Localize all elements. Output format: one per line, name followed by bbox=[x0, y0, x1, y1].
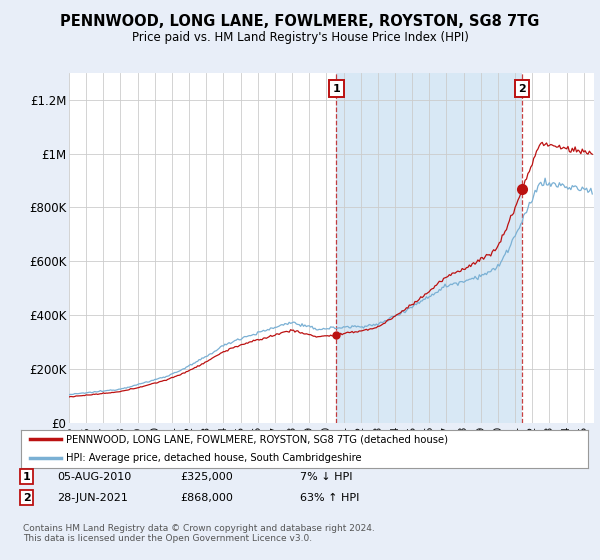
Text: 1: 1 bbox=[23, 472, 31, 482]
Text: £868,000: £868,000 bbox=[180, 493, 233, 503]
Text: 2: 2 bbox=[518, 83, 526, 94]
Text: Contains HM Land Registry data © Crown copyright and database right 2024.
This d: Contains HM Land Registry data © Crown c… bbox=[23, 524, 374, 543]
Text: £325,000: £325,000 bbox=[180, 472, 233, 482]
Text: 1: 1 bbox=[332, 83, 340, 94]
Text: 2: 2 bbox=[23, 493, 31, 503]
Text: Price paid vs. HM Land Registry's House Price Index (HPI): Price paid vs. HM Land Registry's House … bbox=[131, 31, 469, 44]
Text: 7% ↓ HPI: 7% ↓ HPI bbox=[300, 472, 353, 482]
Text: PENNWOOD, LONG LANE, FOWLMERE, ROYSTON, SG8 7TG: PENNWOOD, LONG LANE, FOWLMERE, ROYSTON, … bbox=[61, 14, 539, 29]
Text: 05-AUG-2010: 05-AUG-2010 bbox=[57, 472, 131, 482]
Text: 28-JUN-2021: 28-JUN-2021 bbox=[57, 493, 128, 503]
Text: HPI: Average price, detached house, South Cambridgeshire: HPI: Average price, detached house, Sout… bbox=[67, 452, 362, 463]
Text: 63% ↑ HPI: 63% ↑ HPI bbox=[300, 493, 359, 503]
Bar bbox=[337, 73, 522, 423]
Text: PENNWOOD, LONG LANE, FOWLMERE, ROYSTON, SG8 7TG (detached house): PENNWOOD, LONG LANE, FOWLMERE, ROYSTON, … bbox=[67, 435, 448, 445]
